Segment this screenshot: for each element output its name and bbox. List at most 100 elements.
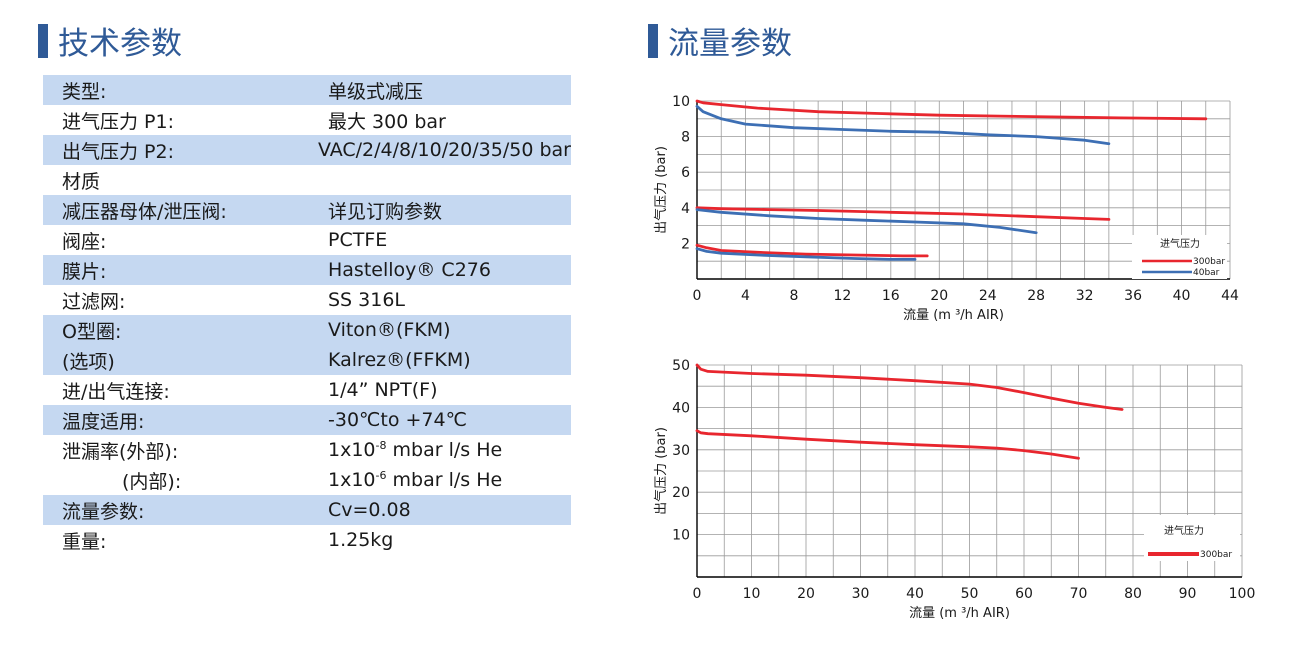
spec-value-base: 1x10: [328, 439, 376, 461]
x-tick-label: 0: [693, 586, 702, 602]
spec-key: 阀座:: [62, 230, 107, 253]
x-axis-label: 流量 (m ³/h AIR): [909, 606, 1010, 621]
spec-row: 温度适用: -30℃to +74℃: [43, 405, 571, 435]
y-tick-label: 4: [681, 201, 690, 217]
spec-row: 膜片: Hastelloy® C276: [43, 255, 571, 285]
spec-row: (选项) Kalrez®(FFKM): [43, 345, 571, 375]
spec-value: -30℃to +74℃: [328, 409, 467, 431]
spec-row: 类型: 单级式减压: [43, 75, 571, 105]
series-line-300bar: [695, 429, 1080, 460]
spec-value: 1.25kg: [328, 529, 394, 551]
x-tick-label: 44: [1221, 288, 1239, 304]
spec-row: 阀座: PCTFE: [43, 225, 571, 255]
spec-key: 膜片:: [62, 260, 107, 283]
spec-value: Viton®(FKM): [328, 319, 451, 341]
x-tick-label: 100: [1229, 586, 1256, 602]
spec-key: 材质: [62, 170, 101, 193]
spec-key: O型圈:: [62, 320, 122, 343]
legend-title: 进气压力: [1160, 237, 1200, 250]
x-tick-label: 90: [1179, 586, 1197, 602]
series-line-300bar: [695, 99, 1208, 121]
x-axis-label: 流量 (m ³/h AIR): [903, 308, 1004, 323]
spec-key: 过滤网:: [62, 290, 126, 313]
flow-title-text: 流量参数: [668, 26, 792, 62]
flow-chart-svg: 0 10 20 30 40 50 60 70 80 90 100 10 20 30 40 50 流量 (m ³/…: [653, 358, 1256, 621]
spec-value: 1x10-6 mbar l/s He: [328, 469, 571, 491]
spec-row: O型圈: Viton®(FKM): [43, 315, 571, 345]
spec-value: 详见订购参数: [328, 200, 443, 223]
spec-key: 出气压力 P2:: [62, 140, 174, 163]
spec-value: 1/4” NPT(F): [328, 379, 438, 401]
x-tick-label: 70: [1070, 586, 1088, 602]
spec-value-exponent: -6: [375, 469, 387, 482]
specs-title-text: 技术参数: [58, 26, 182, 62]
spec-value: Cv=0.08: [328, 499, 411, 521]
spec-key: 温度适用:: [62, 410, 145, 433]
spec-value: VAC/2/4/8/10/20/35/50 bar: [317, 139, 571, 161]
flow-chart-high-pressure: 0 10 20 30 40 50 60 70 80 90 100 10 20 30 40 50 流量 (m ³/…: [652, 355, 1262, 625]
x-tick-label: 24: [979, 288, 997, 304]
spec-key: 流量参数:: [62, 500, 145, 523]
y-tick-label: 6: [681, 165, 690, 181]
x-tick-label: 60: [1015, 586, 1033, 602]
y-tick-label: 20: [672, 485, 690, 501]
x-tick-label: 20: [797, 586, 815, 602]
spec-row: 泄漏率(外部): 1x10-8 mbar l/s He: [43, 435, 571, 465]
spec-row: 减压器母体/泄压阀: 详见订购参数: [43, 195, 571, 225]
spec-key: 减压器母体/泄压阀:: [62, 200, 227, 223]
x-tick-label: 0: [693, 288, 702, 304]
spec-table: 类型: 单级式减压进气压力 P1: 最大 300 bar 出气压力 P2: VAC/2/…: [43, 75, 571, 555]
y-tick-label: 10: [672, 528, 690, 544]
spec-row: 过滤网: SS 316L: [43, 285, 571, 315]
legend-title: 进气压力: [1164, 524, 1204, 537]
spec-value-unit: mbar l/s He: [386, 439, 503, 461]
spec-value: 最大 300 bar: [328, 110, 446, 133]
legend-label: 40bar: [1193, 268, 1220, 278]
x-tick-label: 28: [1027, 288, 1045, 304]
series-line-300bar: [695, 363, 1124, 411]
series-line-40bar: [695, 104, 1111, 146]
y-tick-label: 40: [672, 400, 690, 416]
y-axis-label: 出气压力 (bar): [653, 427, 669, 515]
flow-section-title: 流量参数: [648, 18, 792, 63]
x-tick-label: 40: [906, 586, 924, 602]
title-accent-bar: [648, 23, 658, 58]
x-tick-label: 20: [930, 288, 948, 304]
series-line-40bar: [695, 247, 917, 261]
spec-key: (内部):: [122, 470, 182, 493]
spec-value: 1x10-8 mbar l/s He: [328, 439, 571, 461]
spec-key: 进气压力 P1:: [62, 110, 174, 133]
spec-key: 进/出气连接:: [62, 380, 170, 403]
spec-row: 重量: 1.25kg: [43, 525, 571, 555]
spec-value: PCTFE: [328, 229, 388, 251]
y-axis-label: 出气压力 (bar): [653, 146, 669, 234]
spec-value-base: 1x10: [328, 469, 376, 491]
spec-value-exponent: -8: [375, 439, 387, 452]
x-tick-label: 36: [1124, 288, 1142, 304]
flow-chart-low-pressure: 0 4 8 12 16 20 24 28 32 36 40 44 2 4 6 8 10 流量 (m ³/h AIR…: [652, 85, 1252, 335]
x-tick-label: 16: [882, 288, 900, 304]
spec-row: 流量参数: Cv=0.08: [43, 495, 571, 525]
x-tick-label: 40: [1173, 288, 1191, 304]
spec-row: 出气压力 P2: VAC/2/4/8/10/20/35/50 bar: [43, 135, 571, 165]
y-tick-label: 2: [681, 236, 690, 252]
x-tick-label: 12: [833, 288, 851, 304]
spec-value: 单级式减压: [328, 80, 424, 103]
spec-row: 进/出气连接: 1/4” NPT(F): [43, 375, 571, 405]
x-tick-label: 10: [743, 586, 761, 602]
legend-label: 300bar: [1200, 550, 1232, 560]
x-tick-label: 30: [852, 586, 870, 602]
title-accent-bar: [38, 23, 48, 58]
x-tick-label: 32: [1076, 288, 1094, 304]
spec-key: (选项): [62, 350, 115, 373]
x-tick-label: 80: [1124, 586, 1142, 602]
spec-row: 进气压力 P1: 最大 300 bar: [43, 105, 571, 135]
x-tick-label: 50: [961, 586, 979, 602]
y-tick-label: 30: [672, 443, 690, 459]
series-line-40bar: [695, 208, 1038, 235]
spec-key: 类型:: [62, 80, 107, 103]
x-tick-label: 4: [741, 288, 750, 304]
spec-value: Kalrez®(FFKM): [328, 349, 471, 371]
specs-section-title: 技术参数: [38, 18, 182, 63]
